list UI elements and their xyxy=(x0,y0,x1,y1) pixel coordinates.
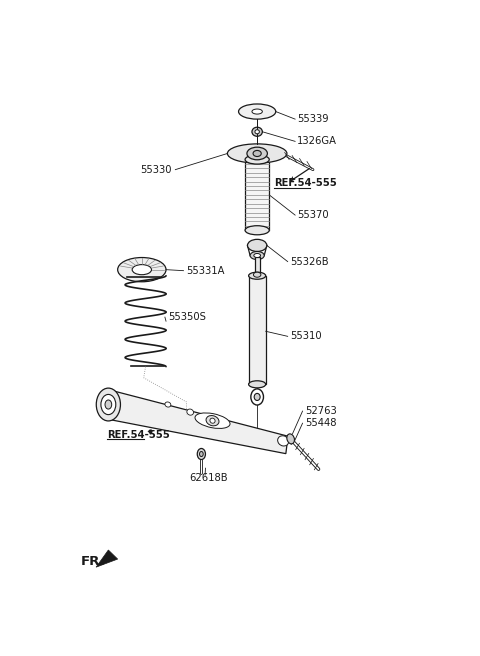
Ellipse shape xyxy=(132,264,152,275)
Ellipse shape xyxy=(96,388,120,421)
Bar xyxy=(254,256,260,276)
Ellipse shape xyxy=(248,239,267,251)
Ellipse shape xyxy=(187,409,193,415)
Ellipse shape xyxy=(250,251,264,260)
Ellipse shape xyxy=(118,258,166,282)
Ellipse shape xyxy=(287,434,294,444)
Ellipse shape xyxy=(210,418,215,423)
Ellipse shape xyxy=(252,109,263,114)
Ellipse shape xyxy=(252,127,263,136)
Ellipse shape xyxy=(251,389,264,405)
Text: 55370: 55370 xyxy=(297,210,329,220)
Ellipse shape xyxy=(206,415,219,426)
Text: 55448: 55448 xyxy=(305,419,336,428)
Ellipse shape xyxy=(247,147,267,160)
Text: 55331A: 55331A xyxy=(186,266,224,276)
Text: 55310: 55310 xyxy=(290,331,322,341)
Ellipse shape xyxy=(228,144,287,163)
Text: FR.: FR. xyxy=(81,554,105,567)
Ellipse shape xyxy=(239,104,276,119)
Text: 52763: 52763 xyxy=(305,406,336,416)
Ellipse shape xyxy=(255,130,259,134)
Ellipse shape xyxy=(200,451,203,457)
Ellipse shape xyxy=(253,272,261,277)
Ellipse shape xyxy=(249,272,266,279)
Ellipse shape xyxy=(105,400,112,409)
Ellipse shape xyxy=(277,436,289,446)
Text: REF.54-555: REF.54-555 xyxy=(107,430,170,440)
Text: 55350S: 55350S xyxy=(168,312,206,322)
Text: 55330: 55330 xyxy=(140,165,172,174)
Polygon shape xyxy=(107,390,288,454)
Text: 55326B: 55326B xyxy=(290,256,328,266)
Ellipse shape xyxy=(253,150,261,157)
Ellipse shape xyxy=(245,155,269,164)
Ellipse shape xyxy=(254,394,260,400)
Text: 62618B: 62618B xyxy=(190,473,228,483)
Ellipse shape xyxy=(245,226,269,235)
Bar xyxy=(245,159,269,230)
Text: REF.54-555: REF.54-555 xyxy=(274,178,336,188)
Ellipse shape xyxy=(101,394,116,415)
Text: 1326GA: 1326GA xyxy=(297,136,337,146)
Polygon shape xyxy=(96,550,118,567)
Ellipse shape xyxy=(195,413,230,428)
Text: 55339: 55339 xyxy=(297,114,329,124)
Ellipse shape xyxy=(165,402,171,407)
Ellipse shape xyxy=(197,449,205,460)
Ellipse shape xyxy=(249,380,266,388)
Bar xyxy=(249,276,266,384)
Ellipse shape xyxy=(254,253,261,258)
